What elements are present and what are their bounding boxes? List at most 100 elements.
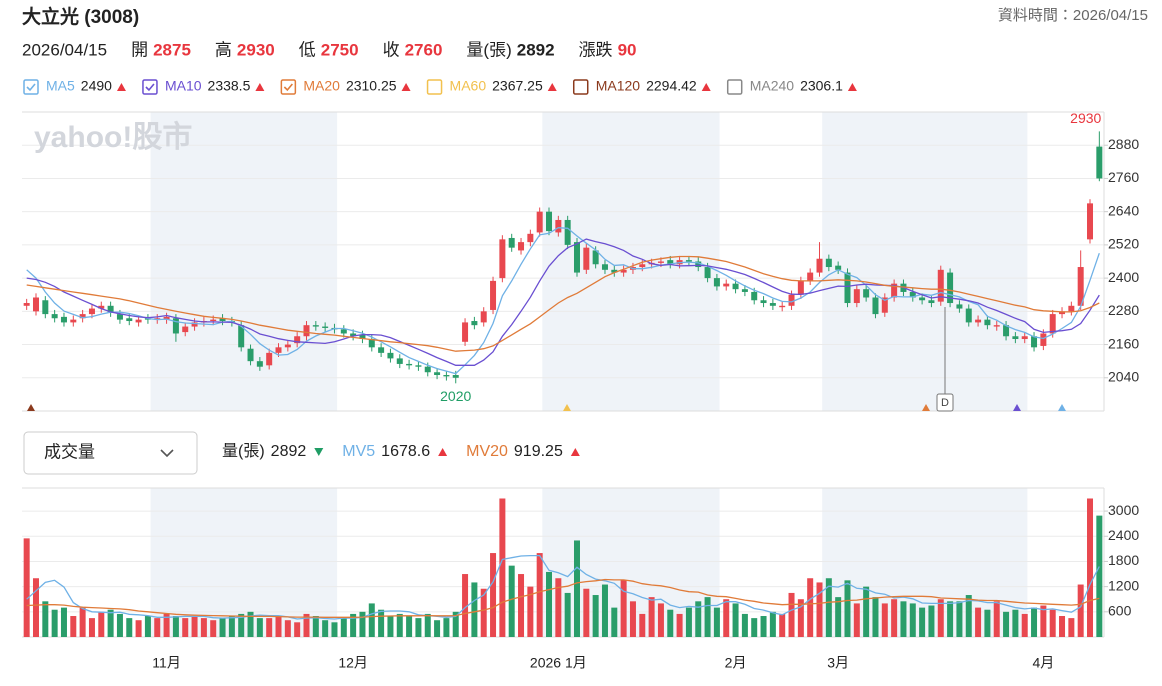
candle-body bbox=[107, 305, 114, 313]
candle-body bbox=[60, 316, 67, 323]
candle-body bbox=[322, 326, 329, 328]
candle-body bbox=[247, 348, 254, 362]
volume-dropdown-label: 成交量 bbox=[44, 442, 95, 461]
volume-bar bbox=[546, 571, 553, 637]
ma-value: 2294.42 bbox=[646, 78, 697, 94]
quote-value: 2750 bbox=[321, 40, 359, 59]
candle-body bbox=[695, 261, 702, 268]
mv-line bbox=[26, 554, 1100, 620]
ma-trend-arrow bbox=[116, 83, 126, 91]
volume-bar bbox=[611, 607, 618, 637]
ma-name: MA60 bbox=[450, 78, 487, 94]
volume-bar bbox=[853, 603, 860, 637]
candle-body bbox=[359, 334, 366, 340]
candle-body bbox=[312, 325, 319, 327]
volume-bar bbox=[32, 578, 39, 637]
candle-body bbox=[462, 322, 469, 342]
candle-body bbox=[275, 347, 282, 353]
ma-name: MA5 bbox=[46, 78, 75, 94]
quote-label: 收 bbox=[383, 40, 400, 59]
y-tick-label: 2280 bbox=[1108, 302, 1139, 318]
volume-bar bbox=[807, 578, 814, 637]
candle-body bbox=[993, 325, 1000, 327]
candle-body bbox=[751, 291, 758, 301]
event-label: D bbox=[941, 397, 949, 409]
volume-bar bbox=[163, 613, 170, 637]
ma-checkbox[interactable] bbox=[572, 79, 589, 95]
candle-body bbox=[704, 267, 711, 279]
candle-body bbox=[266, 352, 273, 366]
volume-bar bbox=[219, 618, 226, 637]
y-tick-label: 2880 bbox=[1108, 136, 1139, 152]
volume-bar bbox=[1012, 609, 1019, 637]
candle-body bbox=[499, 239, 506, 279]
candle-body bbox=[583, 247, 590, 270]
dropdown-chevron bbox=[160, 449, 174, 458]
volume-bar bbox=[573, 540, 580, 637]
candle-body bbox=[1021, 336, 1028, 340]
checkmark bbox=[145, 83, 155, 92]
volume-bar bbox=[769, 611, 776, 637]
volume-bar bbox=[760, 616, 767, 637]
candle-body bbox=[238, 325, 245, 348]
ma-checkbox[interactable] bbox=[23, 79, 39, 95]
volume-bar bbox=[956, 601, 963, 637]
x-tick-label: 2月 bbox=[725, 655, 747, 671]
volume-trend-arrow bbox=[314, 448, 324, 456]
volume-bar bbox=[154, 618, 161, 637]
candle-body bbox=[406, 363, 413, 366]
candle-body bbox=[965, 308, 972, 323]
candle-body bbox=[863, 289, 870, 298]
volume-bar bbox=[825, 578, 832, 637]
volume-bar bbox=[462, 574, 469, 637]
candle-body bbox=[769, 303, 776, 306]
volume-bar bbox=[518, 574, 525, 637]
ma-value: 2310.25 bbox=[346, 78, 397, 94]
volume-bar bbox=[359, 611, 366, 637]
volume-bar bbox=[256, 618, 263, 637]
volume-bar bbox=[844, 580, 851, 637]
ma-checkbox[interactable] bbox=[142, 79, 158, 95]
candle-body bbox=[1087, 203, 1094, 240]
candle-body bbox=[984, 319, 991, 326]
ma-checkbox[interactable] bbox=[426, 79, 443, 95]
ma-checkbox[interactable] bbox=[726, 79, 743, 95]
event-marker bbox=[27, 404, 35, 411]
candle-body bbox=[685, 260, 692, 262]
candle-body bbox=[135, 319, 142, 323]
volume-bar bbox=[947, 601, 954, 637]
ma-checkbox[interactable] bbox=[280, 79, 297, 95]
candle-body bbox=[172, 318, 179, 334]
volume-bar bbox=[275, 616, 282, 637]
candle-body bbox=[620, 269, 627, 273]
candle-body bbox=[490, 280, 497, 310]
volume-bar bbox=[499, 498, 506, 637]
volume-bar bbox=[741, 613, 748, 637]
month-band bbox=[150, 112, 338, 411]
x-tick-label: 4月 bbox=[1032, 655, 1054, 671]
candle-body bbox=[853, 289, 860, 304]
candle-body bbox=[592, 250, 599, 265]
volume-bar bbox=[676, 613, 683, 637]
candle-body bbox=[182, 326, 189, 333]
candle-body bbox=[284, 344, 291, 348]
candle-body bbox=[527, 233, 534, 243]
checkmark bbox=[26, 83, 36, 92]
candle-body bbox=[947, 272, 954, 304]
volume-bar bbox=[872, 597, 879, 637]
candle-body bbox=[667, 260, 674, 265]
event-box[interactable] bbox=[936, 393, 954, 412]
candle-body bbox=[1096, 146, 1103, 179]
volume-bar bbox=[340, 618, 347, 637]
volume-bar bbox=[536, 553, 543, 637]
ma-name: MA10 bbox=[165, 78, 202, 94]
volume-bar bbox=[182, 618, 189, 637]
event-marker bbox=[1058, 404, 1066, 411]
candle-body bbox=[424, 366, 431, 373]
volume-bar bbox=[919, 607, 926, 637]
volume-bar bbox=[191, 616, 198, 637]
candle-body bbox=[835, 265, 842, 270]
quote-value: 90 bbox=[618, 40, 637, 59]
volume-bar bbox=[312, 616, 319, 637]
volume-dropdown[interactable] bbox=[23, 431, 198, 475]
